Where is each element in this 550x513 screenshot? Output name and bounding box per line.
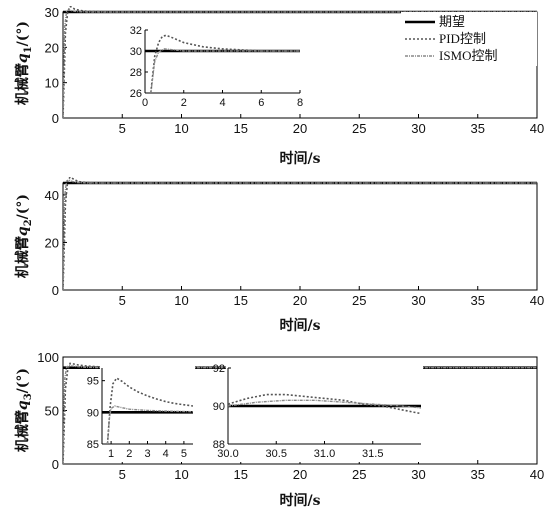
- panel1-xtick-label: 15: [234, 121, 248, 136]
- panel3-xtick-label: 20: [293, 467, 307, 482]
- panel1-ytick-label: 0: [52, 111, 59, 126]
- panel3-inset-right-ytick-label: 88: [213, 439, 225, 451]
- panel3-ylabel-prefix: 机械臂: [14, 410, 31, 452]
- panel3-inset-right-xtick-label: 30.0: [217, 448, 238, 460]
- panel2-ylabel: 机械臂q2/(°): [14, 194, 34, 278]
- panel3-xtick-label: 10: [174, 467, 188, 482]
- panel1-xlabel: 时间/s: [280, 150, 321, 167]
- panel1-ytick-label: 30: [45, 5, 59, 20]
- panel1-ytick-label: 20: [45, 40, 59, 55]
- panel2-xtick-label: 35: [471, 293, 485, 308]
- panel3-inset-left-xtick-label: 3: [144, 448, 150, 460]
- panel3-inset-left-xtick-label: 5: [181, 448, 187, 460]
- panel3-series-ismo: [63, 364, 537, 464]
- panel3-inset-right-xtick-label: 31.0: [314, 448, 335, 460]
- panel1-inset-ytick-label: 32: [130, 25, 142, 37]
- legend-label-pid: PID控制: [439, 31, 486, 46]
- panel2-series-ismo: [63, 179, 537, 290]
- panel3-inset-left-ytick-label: 85: [87, 439, 99, 451]
- panel1-xtick-label: 10: [174, 121, 188, 136]
- panel1-xtick-label: 25: [352, 121, 366, 136]
- panel2-series-pid: [63, 177, 537, 290]
- panel1-xtick-label: 40: [530, 121, 544, 136]
- panel1-inset-series-pid: [150, 34, 300, 93]
- panel3-ylabel-unit: /(°): [15, 368, 31, 393]
- panel1-inset-xtick-label: 6: [258, 97, 264, 109]
- panel3-inset-right-xtick-label: 31.5: [362, 448, 383, 460]
- panel3-inset-right-xtick-label: 30.5: [266, 448, 287, 460]
- panel2-ytick-label: 40: [45, 188, 59, 203]
- panel1-inset-xtick-label: 4: [219, 97, 225, 109]
- panel2-xtick-label: 25: [352, 293, 366, 308]
- panel3-inset-right-ytick-label: 90: [213, 401, 225, 413]
- panel2-ylabel-prefix: 机械臂: [14, 236, 31, 278]
- panel2-ylabel-unit: /(°): [15, 194, 31, 219]
- panel1-inset-xtick-label: 8: [297, 97, 303, 109]
- panel3-inset-left-ytick-label: 90: [87, 407, 99, 419]
- panel3-xtick-label: 35: [471, 467, 485, 482]
- panel1-ylabel-prefix: 机械臂: [14, 63, 31, 105]
- panel3-xtick-label: 40: [530, 467, 544, 482]
- panel3-inset-left-xtick-label: 4: [163, 448, 169, 460]
- panel2-ytick-label: 0: [52, 283, 59, 298]
- panel3-xtick-label: 30: [411, 467, 425, 482]
- panel3-xtick-label: 5: [119, 467, 126, 482]
- panel3-inset-right-series-pid: [228, 393, 421, 415]
- panel3-inset-left-series-ismo: [106, 405, 193, 444]
- panel3-xtick-label: 15: [234, 467, 248, 482]
- panel3-xtick-label: 25: [352, 467, 366, 482]
- panel1-ylabel-text: 机械臂q1/(°): [14, 21, 34, 105]
- legend-label-desired: 期望: [439, 14, 465, 29]
- panel3-inset-left-ytick-label: 95: [87, 376, 99, 388]
- legend-label-ismo: ISMO控制: [439, 48, 498, 63]
- panel3-ytick-label: 0: [52, 457, 59, 472]
- panel3-ytick-label: 100: [37, 350, 59, 365]
- panel2-xtick-label: 5: [119, 293, 126, 308]
- panel1-series-ismo: [63, 9, 537, 118]
- panel3-ylabel-var: q: [15, 400, 31, 410]
- panel3-inset-left-xtick-label: 1: [108, 448, 114, 460]
- panel1-ylabel: 机械臂q1/(°): [14, 21, 34, 105]
- panel3-ylabel-text: 机械臂q3/(°): [14, 368, 34, 452]
- panel1-inset-xtick-label: 0: [142, 97, 148, 109]
- panel1-xtick-label: 20: [293, 121, 307, 136]
- panel1-ytick-label: 10: [45, 76, 59, 91]
- panel2-ylabel-sub: 2: [23, 219, 34, 226]
- panel3-inset-left-series-pid: [106, 377, 193, 444]
- panel3-inset-right-ytick-label: 92: [213, 363, 225, 375]
- panel1-inset-ytick-label: 28: [130, 67, 142, 79]
- panel2-xtick-label: 15: [234, 293, 248, 308]
- panel2-xtick-label: 10: [174, 293, 188, 308]
- panel1-xtick-label: 30: [411, 121, 425, 136]
- panel1-ylabel-unit: /(°): [15, 21, 31, 46]
- panel2-xtick-label: 20: [293, 293, 307, 308]
- panel2-xtick-label: 40: [530, 293, 544, 308]
- panel3-inset-right-series-ismo: [228, 399, 421, 409]
- panel3-inset-right-bg: [226, 364, 423, 462]
- panel3-ylabel: 机械臂q3/(°): [14, 368, 34, 452]
- panel1-xtick-label: 5: [119, 121, 126, 136]
- panel1-xtick-label: 35: [471, 121, 485, 136]
- panel3-inset-left-xtick-label: 2: [126, 448, 132, 460]
- panel2-xtick-label: 30: [411, 293, 425, 308]
- panel1-ylabel-sub: 1: [23, 46, 34, 53]
- panel1-inset-series-ismo: [150, 48, 300, 93]
- panel1-inset-xtick-label: 2: [181, 97, 187, 109]
- panel2-ytick-label: 20: [45, 235, 59, 250]
- panel3-xlabel: 时间/s: [280, 492, 321, 509]
- panel3-ytick-label: 50: [45, 404, 59, 419]
- panel1-inset-ytick-label: 30: [130, 46, 142, 58]
- panel2-ylabel-var: q: [15, 226, 31, 236]
- panel2-ylabel-text: 机械臂q2/(°): [14, 194, 34, 278]
- panel2-xlabel: 时间/s: [280, 317, 321, 334]
- panel3-ylabel-sub: 3: [23, 393, 34, 400]
- panel1-inset-bg: [143, 26, 302, 111]
- panel1-inset-ytick-label: 26: [130, 88, 142, 100]
- panel1-ylabel-var: q: [15, 53, 31, 63]
- panel2-frame: [62, 182, 538, 291]
